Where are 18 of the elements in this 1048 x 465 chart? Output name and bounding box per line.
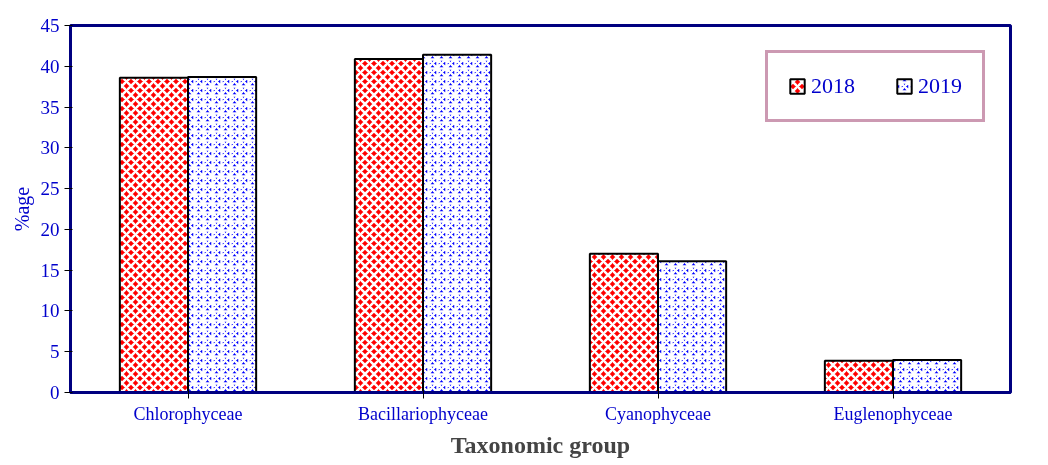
- y-tick-label: 45: [40, 15, 60, 36]
- legend-label: 2018: [811, 73, 855, 99]
- y-tick-label: 10: [40, 300, 60, 322]
- y-tick-label: 15: [40, 259, 60, 281]
- y-tick-label: 0: [50, 382, 60, 403]
- y-tick-label: 20: [40, 218, 60, 240]
- x-tick-label: Cyanophyceae: [605, 403, 711, 424]
- y-axis-title: %age: [10, 186, 34, 232]
- x-axis-title: Taxonomic group: [450, 431, 631, 458]
- legend-label: 2019: [918, 73, 962, 99]
- x-tick-label: Chlorophyceae: [133, 403, 243, 424]
- y-tick-label: 5: [50, 341, 60, 363]
- y-tick-label: 35: [40, 96, 60, 118]
- x-tick-label: Euglenophyceae: [833, 403, 953, 424]
- y-tick-label: 25: [40, 178, 60, 200]
- y-tick-label: 30: [40, 137, 60, 159]
- x-tick-label: Bacillariophyceae: [358, 403, 488, 424]
- y-tick-label: 40: [40, 55, 60, 77]
